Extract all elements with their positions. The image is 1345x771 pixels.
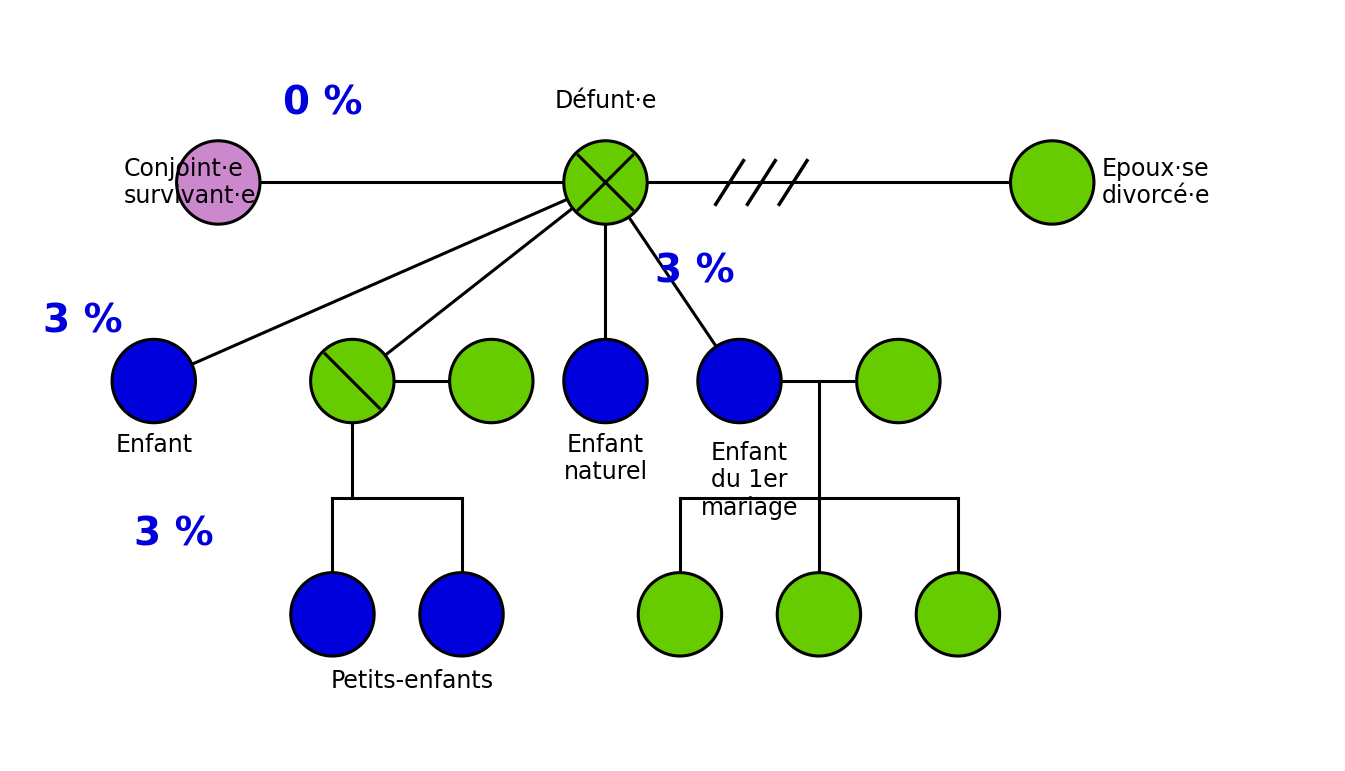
Circle shape bbox=[916, 573, 999, 656]
Circle shape bbox=[564, 141, 647, 224]
Text: 3 %: 3 % bbox=[43, 302, 122, 341]
Text: Enfant: Enfant bbox=[116, 433, 192, 456]
Circle shape bbox=[112, 339, 195, 423]
Circle shape bbox=[639, 573, 722, 656]
Text: 0 %: 0 % bbox=[282, 84, 362, 122]
Text: Enfant
naturel: Enfant naturel bbox=[564, 433, 647, 484]
Circle shape bbox=[176, 141, 260, 224]
Circle shape bbox=[291, 573, 374, 656]
Text: Défunt·e: Défunt·e bbox=[554, 89, 656, 113]
Circle shape bbox=[777, 573, 861, 656]
Circle shape bbox=[449, 339, 533, 423]
Circle shape bbox=[420, 573, 503, 656]
Text: Petits-enfants: Petits-enfants bbox=[331, 669, 494, 693]
Text: Conjoint·e
survivant·e: Conjoint·e survivant·e bbox=[124, 157, 257, 208]
Text: Epoux·se
divorcé·e: Epoux·se divorcé·e bbox=[1102, 157, 1210, 208]
Text: 3 %: 3 % bbox=[134, 516, 214, 554]
Circle shape bbox=[564, 339, 647, 423]
Circle shape bbox=[1010, 141, 1093, 224]
Circle shape bbox=[857, 339, 940, 423]
Text: Enfant
du 1er
mariage: Enfant du 1er mariage bbox=[701, 440, 798, 520]
Text: 3 %: 3 % bbox=[655, 253, 734, 291]
Circle shape bbox=[698, 339, 781, 423]
Circle shape bbox=[311, 339, 394, 423]
